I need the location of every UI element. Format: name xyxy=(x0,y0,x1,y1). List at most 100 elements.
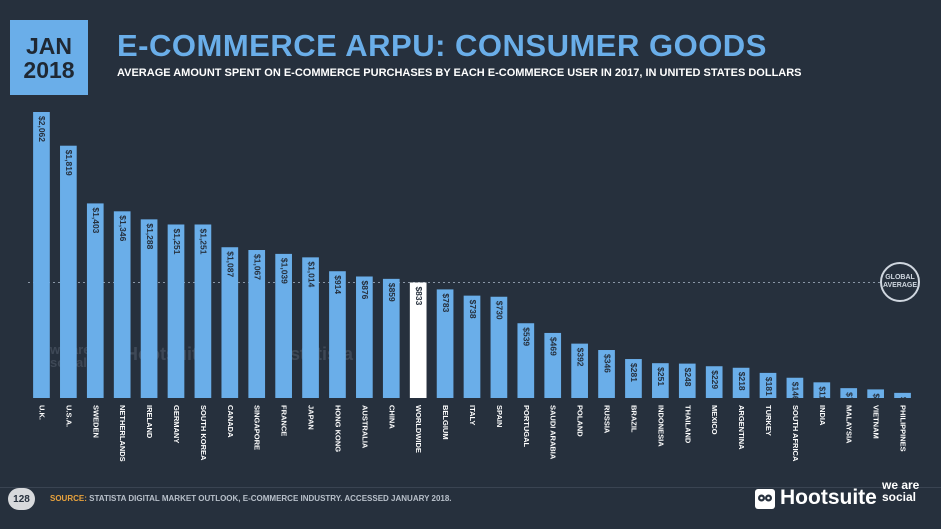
category-label: SWEDEN xyxy=(91,405,100,438)
category-label: FRANCE xyxy=(280,405,289,436)
data-label: $181 xyxy=(764,377,774,396)
data-label: $859 xyxy=(387,283,397,302)
data-label: $1,288 xyxy=(145,223,155,249)
category-label: SOUTH KOREA xyxy=(199,405,208,461)
hootsuite-logo: Hootsuite xyxy=(780,486,877,509)
bar-thailand xyxy=(678,363,696,398)
bar-saudi-arabia xyxy=(544,332,562,398)
data-label: $1,087 xyxy=(226,251,236,277)
data-label: $876 xyxy=(360,280,370,299)
category-label: WORLDWIDE xyxy=(414,405,423,453)
category-label: SPAIN xyxy=(495,405,504,427)
source-label: SOURCE: xyxy=(50,494,87,503)
category-label: CHINA xyxy=(387,405,396,429)
data-label: $346 xyxy=(602,354,612,373)
bar-italy xyxy=(463,295,481,398)
category-label: HONG KONG xyxy=(333,405,342,452)
category-label: POLAND xyxy=(576,405,585,437)
bar-south-korea xyxy=(194,224,212,398)
category-label: AUSTRALIA xyxy=(360,405,369,449)
data-label: $1,067 xyxy=(252,254,262,280)
bar-france xyxy=(275,253,292,398)
data-label: $62 xyxy=(871,393,881,407)
data-label: $281 xyxy=(629,363,639,382)
category-label: RUSSIA xyxy=(603,405,612,434)
data-label: $146 xyxy=(791,382,801,401)
category-label: NETHERLANDS xyxy=(118,405,127,462)
category-label: PORTUGAL xyxy=(522,405,531,448)
data-label: $392 xyxy=(575,348,585,367)
global-average-icon: GLOBAL AVERAGE xyxy=(880,262,920,302)
category-label: SOUTH AFRICA xyxy=(791,405,800,462)
data-label: $539 xyxy=(522,327,532,346)
data-label: $2,062 xyxy=(37,116,47,142)
data-label: $914 xyxy=(333,275,343,294)
data-label: $248 xyxy=(683,368,693,387)
data-label: $1,014 xyxy=(306,261,316,287)
category-label: TURKEY xyxy=(764,405,773,436)
category-label: INDIA xyxy=(818,405,827,426)
bar-australia xyxy=(356,276,373,398)
bar-brazil xyxy=(625,359,642,398)
page-title: E-COMMERCE ARPU: CONSUMER GOODS xyxy=(117,28,767,63)
category-label: VIETNAM xyxy=(872,405,881,439)
bar-canada xyxy=(221,247,239,398)
footer-divider xyxy=(0,487,941,488)
data-label: $71 xyxy=(844,392,854,406)
bar-poland xyxy=(571,343,588,398)
bar-hong-kong xyxy=(329,271,346,398)
data-label: $738 xyxy=(468,300,478,319)
bar-turkey xyxy=(759,372,777,398)
category-label: JAPAN xyxy=(307,405,316,430)
category-label: U.S.A. xyxy=(64,405,73,427)
data-label: $783 xyxy=(441,293,451,312)
bar-worldwide xyxy=(409,282,427,398)
data-label: $1,039 xyxy=(279,258,289,284)
global-average-label: GLOBAL AVERAGE xyxy=(882,274,918,289)
bar-ireland xyxy=(140,219,158,398)
bar-portugal xyxy=(517,323,535,398)
category-label: CANADA xyxy=(226,405,235,438)
data-label: $469 xyxy=(548,337,558,356)
category-label: ITALY xyxy=(468,405,477,425)
data-label: $37 xyxy=(898,397,908,411)
bar-china xyxy=(382,278,400,398)
bar-india xyxy=(813,382,831,398)
bar-u-k xyxy=(33,112,50,398)
page-subtitle: AVERAGE AMOUNT SPENT ON E-COMMERCE PURCH… xyxy=(117,67,802,79)
bar-japan xyxy=(302,257,319,398)
data-label: $218 xyxy=(737,372,747,391)
data-label: $251 xyxy=(656,367,666,386)
bar-netherlands xyxy=(113,211,131,398)
bar-south-africa xyxy=(786,377,804,398)
bar-argentina xyxy=(732,367,750,398)
category-label: MALAYSIA xyxy=(845,405,854,444)
bar-vietnam xyxy=(867,389,884,398)
category-label: SAUDI ARABIA xyxy=(549,405,558,460)
bar-singapore xyxy=(248,250,266,398)
bar-indonesia xyxy=(652,363,669,398)
date-badge: JAN 2018 xyxy=(10,20,88,95)
we-are-social-logo: we are social xyxy=(882,478,920,504)
page-number: 128 xyxy=(8,488,35,510)
data-label: $833 xyxy=(414,286,424,305)
data-label: $229 xyxy=(710,370,720,389)
bar-russia xyxy=(598,350,615,398)
category-label: ARGENTINA xyxy=(737,405,746,450)
category-label: BRAZIL xyxy=(629,405,638,433)
data-label: $1,251 xyxy=(172,228,182,254)
bar-germany xyxy=(167,224,185,398)
category-label: BELGIUM xyxy=(441,405,450,440)
source-text: STATISTA DIGITAL MARKET OUTLOOK, E-COMME… xyxy=(89,494,452,503)
category-label: U.K. xyxy=(37,405,46,420)
data-label: $730 xyxy=(495,301,505,320)
data-label: $1,346 xyxy=(118,215,128,241)
category-label: IRELAND xyxy=(145,405,154,439)
category-label: THAILAND xyxy=(683,405,692,444)
data-label: $1,403 xyxy=(91,207,101,233)
data-label: $1,251 xyxy=(199,228,209,254)
bar-belgium xyxy=(436,289,454,398)
bar-mexico xyxy=(705,366,723,398)
bar-u-s-a xyxy=(60,145,77,398)
bar-malaysia xyxy=(840,388,858,398)
